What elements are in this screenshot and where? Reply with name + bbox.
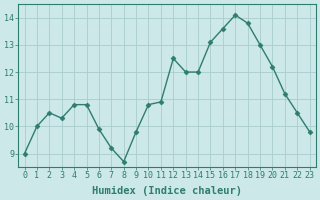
X-axis label: Humidex (Indice chaleur): Humidex (Indice chaleur) xyxy=(92,186,242,196)
